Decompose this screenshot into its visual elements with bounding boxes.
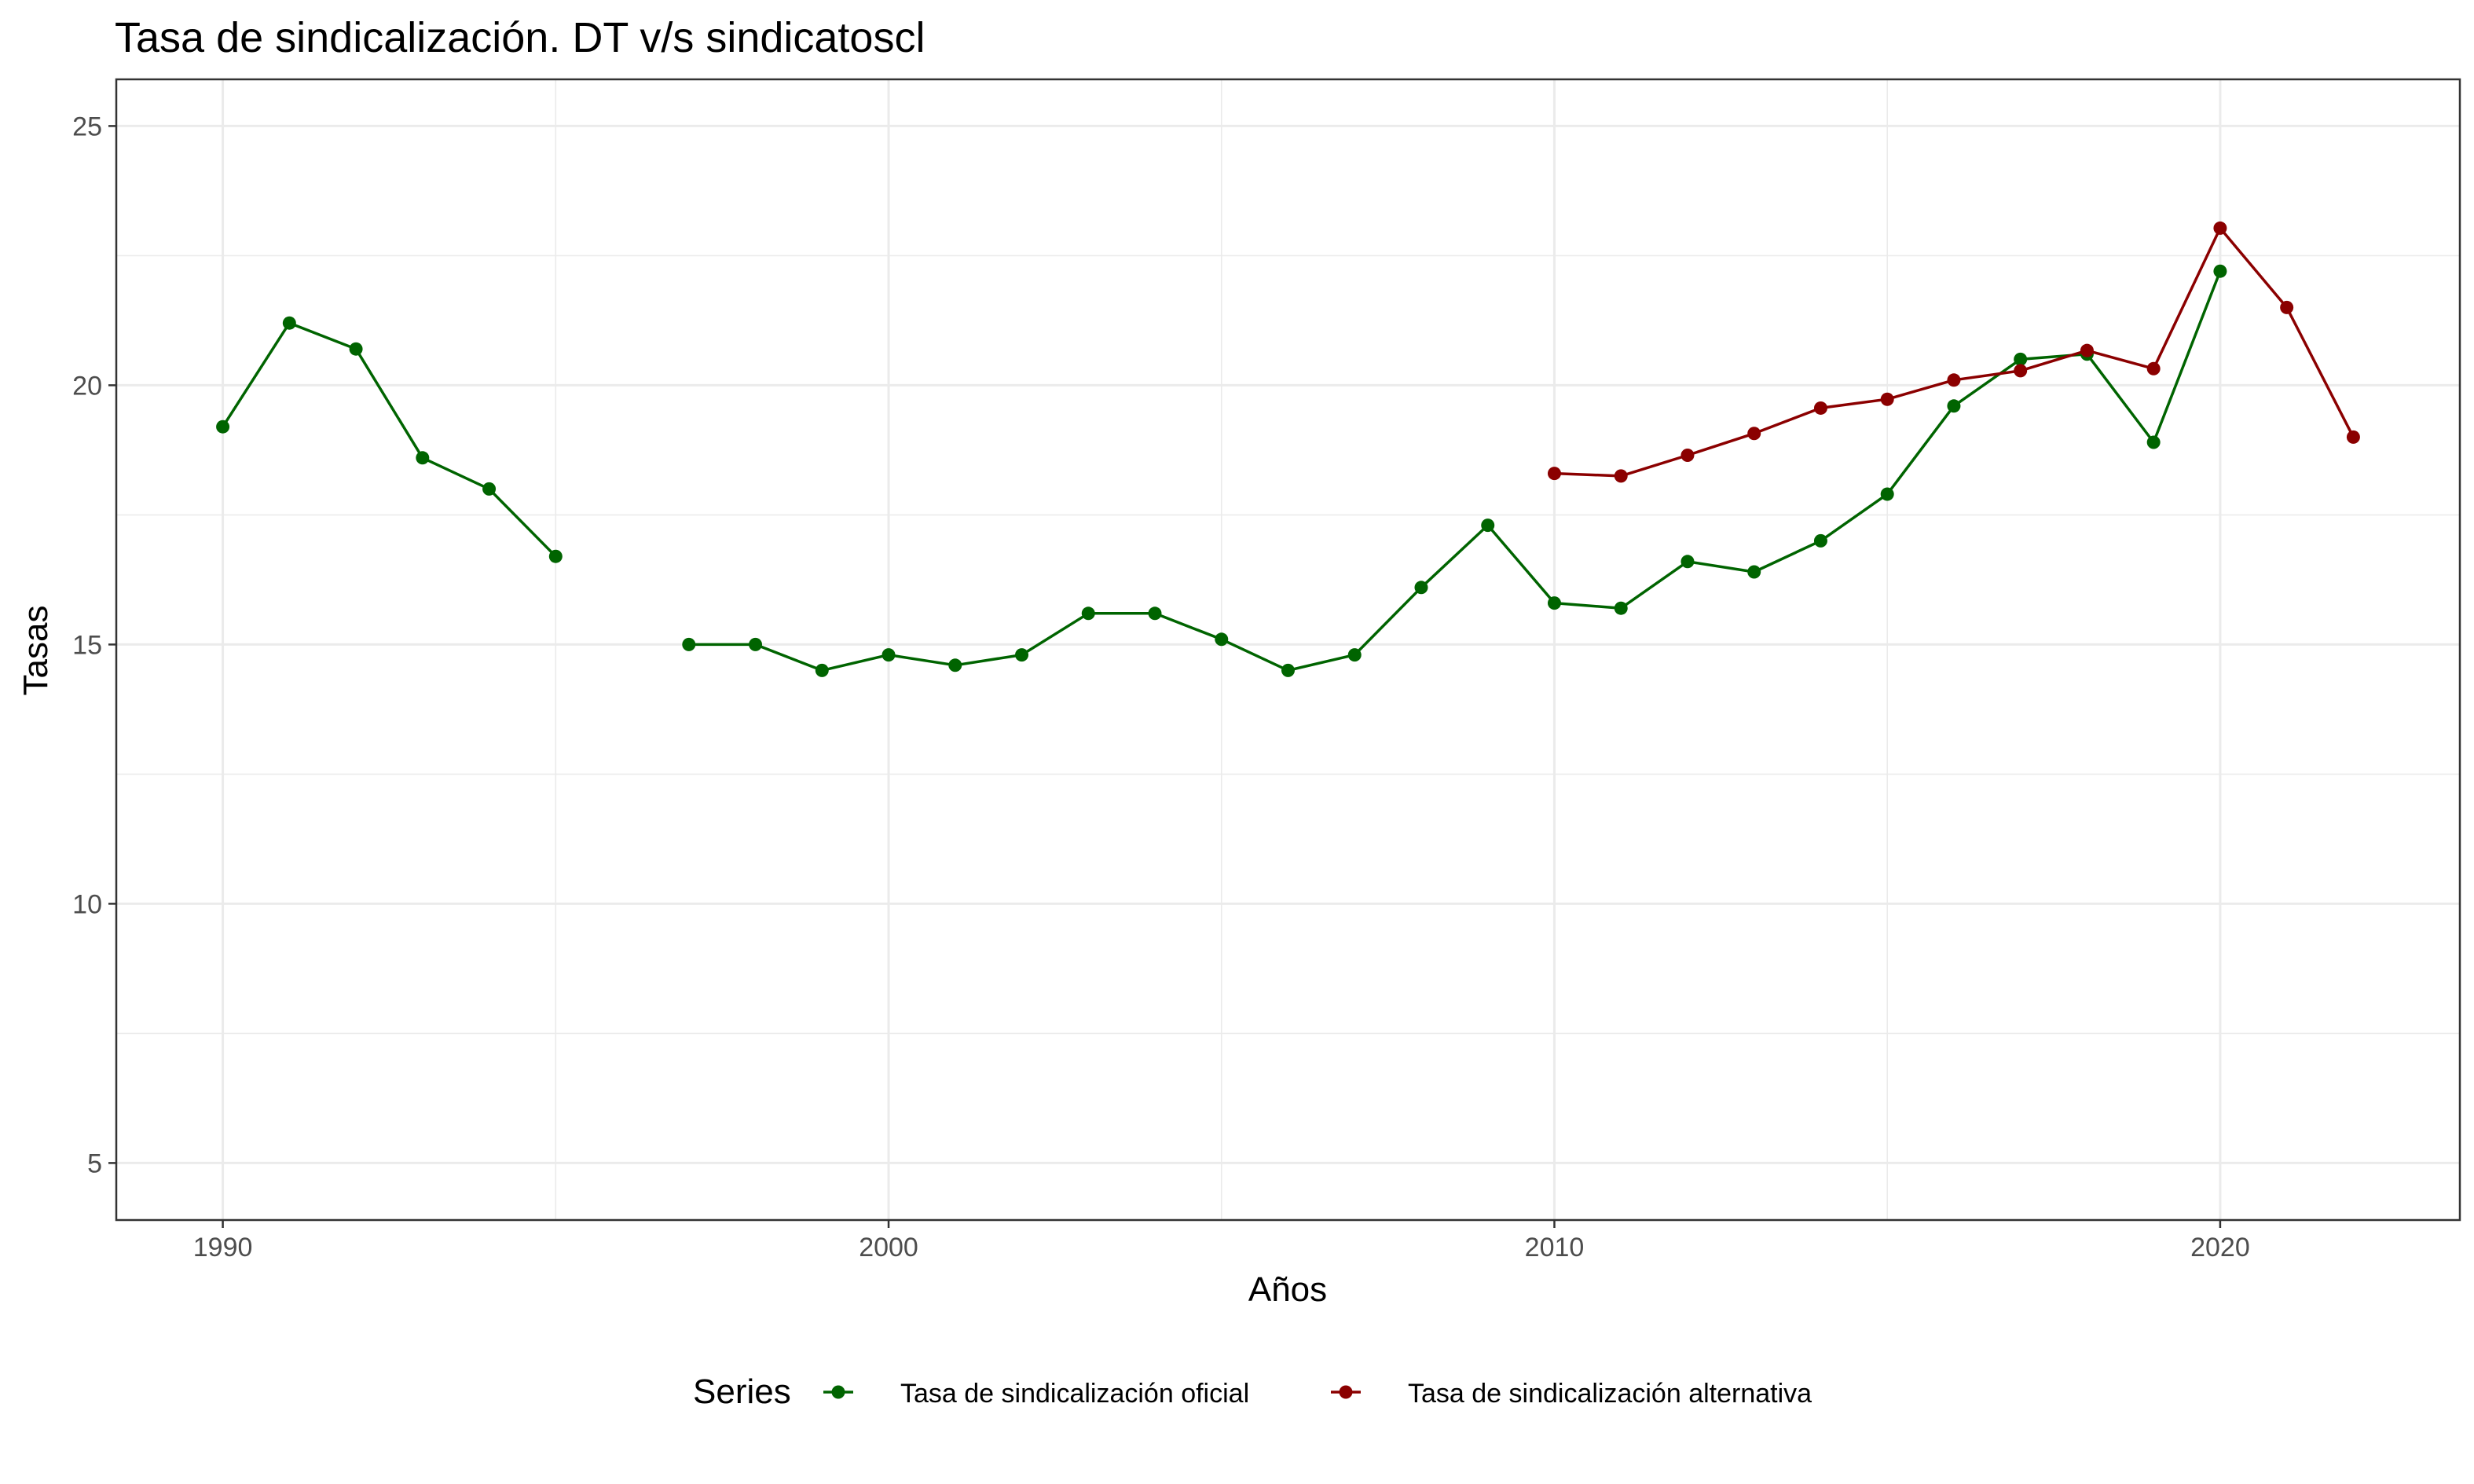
y-tick-label: 10 <box>72 889 102 919</box>
data-point <box>1414 581 1428 595</box>
data-point <box>1947 373 1961 387</box>
data-point <box>1215 632 1229 647</box>
data-point <box>1281 663 1295 677</box>
data-point <box>1813 401 1827 415</box>
data-point <box>1347 648 1362 662</box>
legend-item: Tasa de sindicalización oficial <box>823 1379 1249 1409</box>
data-point <box>2280 300 2294 314</box>
data-point <box>2146 361 2161 376</box>
data-point <box>482 482 497 496</box>
y-tick-label: 25 <box>72 112 102 141</box>
data-point <box>948 658 962 672</box>
data-point <box>216 420 230 434</box>
series-line <box>222 321 557 558</box>
x-tick-label: 2000 <box>859 1233 918 1262</box>
legend-label: Tasa de sindicalización alternativa <box>1408 1379 1812 1409</box>
y-tick-label: 15 <box>72 630 102 660</box>
x-tick-label: 1990 <box>193 1233 253 1262</box>
data-point <box>1481 518 1495 533</box>
data-point <box>1614 469 1628 483</box>
data-point <box>1015 648 1029 662</box>
data-point <box>2213 221 2227 235</box>
data-point <box>1148 606 1162 621</box>
data-point <box>2014 352 2028 366</box>
data-point <box>1614 601 1628 615</box>
data-point <box>1547 467 1561 481</box>
chart-title: Tasa de sindicalización. DT v/s sindicat… <box>115 14 925 61</box>
data-point <box>1880 392 1894 406</box>
data-point <box>282 316 296 330</box>
y-axis-title: Tasas <box>16 606 55 696</box>
x-axis-title: Años <box>1248 1270 1327 1309</box>
data-point <box>1947 399 1961 413</box>
series-layer <box>216 221 2360 677</box>
legend-item: Tasa de sindicalización alternativa <box>1331 1379 1812 1409</box>
series-1 <box>216 264 2227 677</box>
data-point <box>1747 427 1761 441</box>
data-point <box>682 637 696 651</box>
plot-panel-border <box>115 78 2461 1222</box>
data-point <box>2080 343 2094 357</box>
data-point <box>815 663 829 677</box>
data-point <box>1813 533 1827 548</box>
data-point <box>349 342 363 356</box>
x-tick-label: 2020 <box>2190 1233 2250 1262</box>
data-point <box>1680 555 1695 569</box>
data-point <box>548 549 563 563</box>
legend-key-point <box>831 1385 845 1399</box>
y-tick-label: 5 <box>87 1149 102 1178</box>
data-point <box>1680 449 1695 462</box>
data-point <box>749 637 763 651</box>
data-point <box>1081 606 1095 621</box>
legend-title: Series <box>693 1372 791 1411</box>
x-tick-label: 2010 <box>1525 1233 1585 1262</box>
data-point <box>1880 487 1894 501</box>
data-point <box>1747 565 1761 579</box>
legend-label: Tasa de sindicalización oficial <box>900 1379 1249 1409</box>
legend: Series Tasa de sindicalización oficial Ta… <box>693 1372 1812 1411</box>
data-point <box>2213 264 2227 278</box>
data-point <box>2346 430 2360 444</box>
data-point <box>416 451 430 465</box>
series-line <box>1554 226 2355 478</box>
series-2 <box>1547 221 2360 483</box>
series-line <box>688 270 2222 672</box>
data-point <box>881 648 896 662</box>
data-point <box>2014 364 2028 378</box>
y-tick-label: 20 <box>72 371 102 401</box>
legend-key-point <box>1339 1385 1353 1399</box>
data-point <box>2146 435 2161 449</box>
gridlines <box>116 79 2460 1220</box>
axis-ticks: 5 10 15 20 25 1990 2000 2010 2020 <box>72 112 2250 1262</box>
data-point <box>1547 596 1561 610</box>
